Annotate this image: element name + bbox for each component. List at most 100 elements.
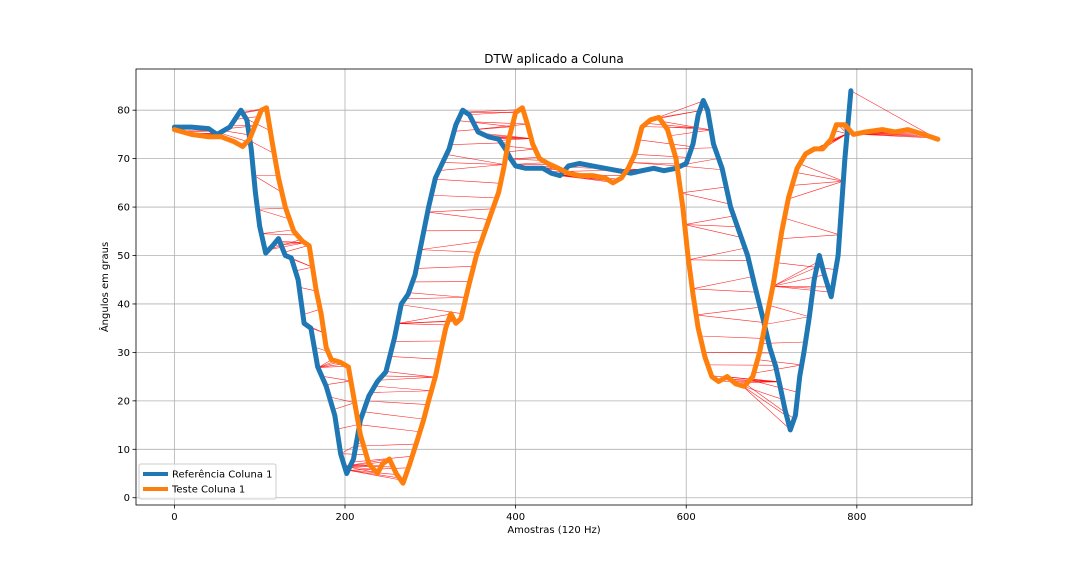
- dtw-alignment-line: [317, 365, 348, 368]
- x-tick-label: 200: [335, 512, 354, 523]
- y-tick-label: 30: [117, 348, 130, 359]
- dtw-alignment-line: [261, 229, 294, 234]
- referencia-series-line: [171, 88, 854, 476]
- dtw-alignment-line: [630, 162, 681, 167]
- dtw-alignment-line: [272, 242, 305, 246]
- dtw-alignment-line: [378, 376, 436, 381]
- dtw-alignment-line: [336, 424, 359, 430]
- dtw-alignment-line: [699, 335, 768, 339]
- x-tick-label: 800: [847, 512, 866, 523]
- dtw-alignment-line: [772, 260, 821, 287]
- dtw-alignment-line: [688, 259, 749, 261]
- dtw-alignment-line: [661, 121, 712, 131]
- y-tick-label: 40: [117, 299, 130, 310]
- dtw-alignment-line: [684, 224, 742, 238]
- dtw-alignment-line: [348, 469, 397, 475]
- legend-label-referencia: Referência Coluna 1: [172, 469, 273, 481]
- dtw-alignment-line: [772, 285, 829, 288]
- dtw-alignment-line: [765, 316, 810, 325]
- y-tick-label: 80: [117, 106, 130, 117]
- dtw-alignment-line: [231, 124, 255, 127]
- grid: [136, 69, 972, 505]
- dtw-alignment-line: [772, 285, 814, 289]
- dtw-alignment-line: [257, 207, 286, 210]
- dtw-alignment-line: [784, 217, 840, 236]
- dtw-alignment-line: [374, 385, 432, 392]
- dtw-alignment-line: [457, 120, 513, 127]
- series-lines: [171, 88, 941, 486]
- dtw-alignment-line: [653, 100, 704, 120]
- dtw-alignment-line: [351, 455, 413, 463]
- dtw-alignment-line: [514, 162, 547, 165]
- axis-ticks: 0 200 400 600 800 0 10 20 30 40 50 60 70 80: [117, 106, 866, 523]
- y-tick-label: 70: [117, 154, 130, 165]
- dtw-alignment-line: [757, 359, 802, 366]
- dtw-alignment-line: [742, 385, 787, 417]
- teste-series-line: [171, 105, 941, 486]
- dtw-alignment-line: [420, 249, 478, 253]
- dtw-alignment-line: [261, 233, 298, 236]
- dtw-alignment-line: [696, 306, 761, 316]
- dtw-alignment-line: [472, 121, 528, 125]
- dtw-alignment-line: [389, 356, 440, 360]
- dtw-alignment-line: [253, 175, 282, 193]
- dtw-alignment-line: [772, 266, 817, 287]
- y-tick-label: 50: [117, 251, 130, 262]
- dtw-alignment-line: [850, 90, 939, 140]
- dtw-alignment-line: [363, 411, 424, 420]
- x-tick-label: 600: [677, 512, 696, 523]
- dtw-alignment-line: [370, 390, 432, 393]
- dtw-alignment-line: [799, 163, 844, 182]
- legend: Referência Coluna 1 Teste Coluna 1: [138, 463, 277, 500]
- dtw-alignment-line: [435, 178, 501, 184]
- dtw-alignment-line: [688, 247, 746, 261]
- dtw-alignment-line: [442, 162, 505, 165]
- dtw-alignment-line: [302, 308, 321, 316]
- legend-label-teste: Teste Coluna 1: [171, 485, 245, 496]
- y-tick-label: 20: [117, 396, 130, 407]
- x-tick-label: 0: [171, 512, 177, 523]
- dtw-alignment-line: [408, 292, 466, 298]
- dtw-alignment-line: [397, 320, 455, 324]
- y-axis-label: Ângulos em graus: [98, 242, 111, 332]
- dtw-alignment-line: [223, 130, 252, 136]
- dtw-alignment-line: [669, 129, 712, 137]
- dtw-alignment-line: [559, 175, 612, 183]
- dtw-alignment-line: [742, 385, 791, 430]
- dtw-alignment-line: [780, 234, 840, 240]
- dtw-alignment-line: [795, 172, 844, 182]
- dtw-alignment-line: [510, 158, 543, 161]
- dtw-alignment-line: [317, 363, 344, 368]
- dtw-alignment-line: [749, 379, 799, 393]
- dtw-alignment-line: [385, 371, 436, 378]
- dtw-alignment-line: [249, 140, 275, 154]
- dtw-alignment-line: [348, 469, 401, 481]
- dtw-alignment-line: [788, 180, 844, 200]
- dtw-alignment-line: [321, 375, 351, 382]
- chart-title: DTW aplicado a Coluna: [484, 52, 623, 66]
- dtw-alignment-line: [397, 323, 447, 326]
- dtw-alignment-line: [684, 215, 734, 225]
- dtw-alignment-line: [416, 266, 474, 269]
- dtw-alignment-line: [476, 123, 528, 130]
- dtw-alignment-line: [646, 123, 696, 129]
- dtw-alignment-line: [480, 132, 532, 139]
- dtw-alignment-line: [696, 314, 764, 323]
- dtw-alignment-line: [283, 245, 309, 253]
- dtw-alignment-line: [431, 194, 497, 199]
- dtw-alignment-line: [325, 380, 351, 386]
- dtw-alignment-line: [299, 286, 317, 292]
- dtw-alignment-line: [329, 396, 355, 403]
- dtw-alignment-line: [257, 208, 290, 220]
- dtw-alignment-line: [219, 132, 248, 142]
- dtw-alignment-line: [638, 139, 693, 147]
- dtw-alignment-line: [427, 211, 490, 220]
- dtw-alignment-line: [776, 262, 836, 270]
- y-tick-label: 10: [117, 445, 130, 456]
- dtw-alignment-line: [382, 375, 436, 378]
- dtw-alignment-line: [768, 305, 810, 318]
- dtw-alignment-line: [397, 313, 451, 324]
- dtw-alignment-line: [692, 288, 757, 293]
- dtw-alignment-line: [359, 424, 420, 433]
